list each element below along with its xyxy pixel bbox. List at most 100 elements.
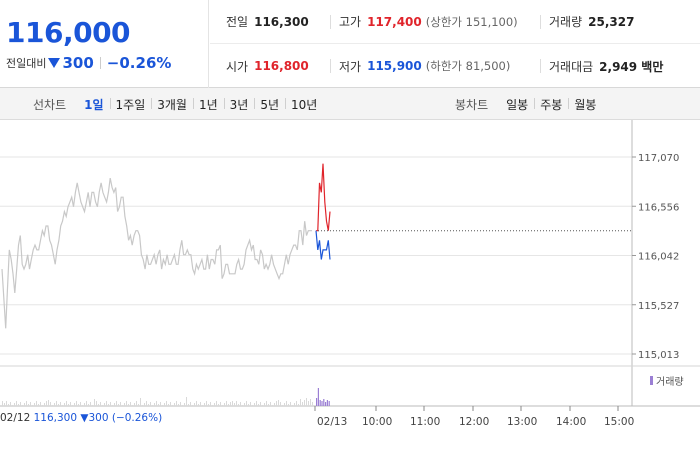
x-tick-label: 11:00 [410,416,440,428]
volume-bar [196,401,197,406]
y-tick-label: 115,013 [638,350,679,361]
volume-bar [46,401,47,406]
volume-bar [18,404,19,406]
volume-bar [170,402,171,406]
volume-bar [176,401,177,406]
stats-row-1: 전일 116,300 고가 117,400 (상한가 151,100) 거래량 … [210,0,700,44]
volume-bar [58,404,59,406]
volume-bar [186,397,187,406]
tab-3year[interactable]: 3년 [223,96,255,113]
volume-bar [304,400,305,406]
volume-bar [278,400,279,406]
volume-bar [230,402,231,406]
volume-bar [84,403,85,406]
volume-bar [136,401,137,406]
prev-day-change: 300 [88,412,109,424]
volume-bar [32,405,33,406]
volume-bar [134,403,135,406]
volume-bar [164,403,165,406]
volume-bar [323,399,325,406]
tab-weekly[interactable]: 주봉 [534,96,568,113]
stats-panel: 전일 116,300 고가 117,400 (상한가 151,100) 거래량 … [210,0,700,88]
volume-bar [24,403,25,406]
volume-bar [222,405,223,406]
volume-bar [270,402,271,406]
volume-bar [206,401,207,406]
volume-bar [280,402,281,406]
volume-bar [162,405,163,406]
volume-bar [208,404,209,406]
volume-bar [182,405,183,406]
change-amount: 300 [62,54,94,72]
volume-bar [244,403,245,406]
volume-bar [250,402,251,406]
tab-3month[interactable]: 3개월 [151,96,193,113]
volume-bar [321,401,323,406]
low-value: 115,900 [367,59,422,73]
volume-bar [317,388,319,406]
volume-legend: 거래량 [650,373,684,388]
tab-monthly[interactable]: 월봉 [568,96,602,113]
volume-bar [188,404,189,406]
tab-daily[interactable]: 일봉 [506,97,529,112]
volume-bar [202,405,203,406]
volume-bar [262,405,263,406]
volume-bar [80,402,81,406]
trade-value-label: 거래대금 [549,59,594,74]
line-chart-tabs: 선차트 1일 1주일 3개월 1년 3년 5년 10년 [33,88,323,120]
volume-bar [274,403,275,406]
volume-bar [248,404,249,406]
low-label: 저가 [339,59,362,74]
tab-5year[interactable]: 5년 [254,96,285,113]
volume-bar [50,402,51,406]
volume-bar [184,403,185,406]
volume-bar [52,405,53,406]
volume-bar [62,405,63,406]
volume-bar [252,405,253,406]
volume-bar [36,401,37,406]
x-tick-label: 15:00 [604,416,634,428]
volume-bar [12,405,13,406]
volume-bar [204,403,205,406]
volume-bar [102,405,103,406]
tab-1year[interactable]: 1년 [192,96,224,113]
volume-bar [16,401,17,406]
volume-bar [28,404,29,406]
volume-bar [38,404,39,406]
volume-bar [319,400,321,406]
volume-bar [54,403,55,406]
down-triangle-icon [48,58,61,68]
volume-bar [116,401,117,406]
tab-1week[interactable]: 1주일 [109,96,152,113]
candle-chart-tabs: 봉차트 일봉 주봉 월봉 [455,88,602,120]
volume-bar [86,401,87,406]
volume-bar [118,404,119,406]
price-chart[interactable]: 117,070 116,556 116,042 115,527 115,013 02/1… [0,120,700,450]
volume-bar [242,405,243,406]
open-cell: 시가 116,800 [226,58,309,75]
prev-day-line [1,177,312,329]
volume-bar [214,403,215,406]
volume-bar [2,401,3,406]
volume-bar [68,404,69,406]
volume-bar [140,398,141,406]
volume-bar [34,403,35,406]
volume-bar [240,402,241,406]
prev-day-down-icon: ▼ [80,412,89,424]
volume-bar [148,404,149,406]
tab-10year[interactable]: 10년 [285,96,323,113]
change-label: 전일대비 [6,57,47,70]
volume-value: 25,327 [588,14,635,29]
volume-bar [325,402,327,406]
volume-bar [144,403,145,406]
trade-value-cell: 거래대금 2,949 백만 [540,59,663,74]
price-box: 116,000 전일대비 300 −0.26% [0,0,209,88]
tab-1day[interactable]: 1일 [84,97,104,112]
chart-canvas[interactable]: 117,070 116,556 116,042 115,527 115,013 02/1… [0,120,700,450]
volume-bar [40,402,41,406]
volume-bar [286,401,287,406]
prev-close-label: 전일 [226,15,249,29]
volume-bar [110,402,111,406]
grid-lines [0,120,700,407]
volume-bar [90,402,91,406]
